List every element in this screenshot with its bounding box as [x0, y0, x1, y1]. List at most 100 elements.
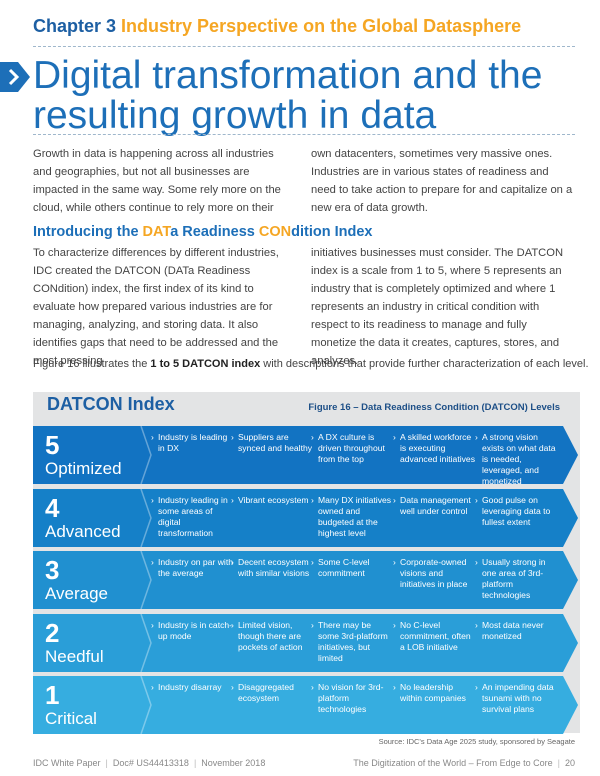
- level-descriptor-text: Industry is in catch-up mode: [158, 619, 233, 641]
- level-descriptor: › An impending data tsunami with no survi…: [475, 682, 558, 715]
- datcon-column-right: initiatives businesses must consider. Th…: [311, 247, 564, 367]
- level-descriptor: › Decent ecosystem with similar visions: [231, 557, 314, 579]
- figure-ref-pre: Figure 16 illustrates the: [33, 358, 151, 370]
- level-descriptor: › A DX culture is driven throughout from …: [311, 432, 394, 465]
- chevron-right-icon: ›: [151, 557, 154, 567]
- chevron-right-icon: ›: [475, 619, 478, 630]
- level-descriptor: › There may be some 3rd-platform initiati…: [311, 619, 394, 664]
- level-descriptor-text: Decent ecosystem with similar visions: [238, 557, 310, 578]
- datcon-index-title: DATCON Index: [47, 394, 175, 414]
- level-descriptor: › No leadership within companies: [393, 682, 476, 704]
- chapter-number: Chapter 3: [33, 16, 117, 36]
- chevron-right-icon: ›: [311, 494, 314, 505]
- footer-doc-type: IDC White Paper: [33, 758, 101, 768]
- chevron-right-icon: ›: [231, 432, 234, 442]
- level-descriptor-text: Suppliers are synced and healthy: [238, 432, 313, 453]
- level-name: Advanced: [45, 521, 121, 541]
- level-descriptor-text: Industry leading in some areas of digita…: [158, 494, 228, 538]
- level-number: 4: [45, 492, 60, 523]
- chevron-right-icon: ›: [231, 619, 234, 630]
- figure-ref-post: with descriptions that provide further c…: [260, 358, 589, 370]
- chevron-right-icon: ›: [231, 494, 234, 505]
- level-descriptor: › No vision for 3rd-platform technologies: [311, 682, 394, 715]
- level-descriptor-text: Industry disarray: [158, 682, 222, 692]
- level-descriptor-text: Usually strong in one area of 3rd-platfo…: [482, 557, 546, 600]
- figure-ref-bold: 1 to 5 DATCON index: [150, 358, 261, 370]
- section-heading-mid: a Readiness: [170, 224, 259, 240]
- page-heading-line1: Digital transformation and the: [33, 54, 543, 97]
- level-number: 3: [45, 555, 60, 585]
- level-descriptor: › Industry on par with the average: [151, 557, 234, 579]
- level-descriptor-text: Disaggregated ecosystem: [238, 682, 294, 703]
- chevron-right-icon: ›: [311, 432, 314, 442]
- datcon-level-3: 3 Average › Industry on par with the averag…: [33, 551, 580, 612]
- level-descriptor-text: Data management well under control: [400, 494, 471, 516]
- level-descriptor: › Data management well under control: [393, 494, 476, 517]
- chapter-title: Industry Perspective on the Global Datas…: [121, 16, 522, 36]
- level-descriptor: › Corporate-owned visions and initiatives…: [393, 557, 476, 590]
- level-descriptor: › Industry is in catch-up mode: [151, 619, 234, 642]
- datcon-index-header: DATCON Index Figure 16 – Data Readiness …: [33, 392, 580, 418]
- chevron-right-icon: ›: [393, 494, 396, 505]
- level-descriptor-text: Industry is leading in DX: [158, 432, 228, 453]
- section-heading-pre: Introducing the: [33, 224, 143, 240]
- level-descriptor-text: Good pulse on leveraging data to fullest…: [482, 494, 551, 527]
- chevron-right-icon: ›: [231, 682, 234, 692]
- chevron-right-icon: ›: [393, 682, 396, 692]
- level-descriptor-text: No leadership within companies: [400, 682, 466, 703]
- level-descriptor: › Industry disarray: [151, 682, 234, 693]
- datcon-level-1: 1 Critical › Industry disarray › Disaggregate…: [33, 676, 580, 737]
- chapter-heading: Chapter 3 Industry Perspective on the Gl…: [33, 16, 521, 37]
- level-descriptor: › Industry leading in some areas of digit…: [151, 494, 234, 539]
- level-number: 5: [45, 430, 60, 460]
- level-band-shape: [33, 676, 578, 734]
- chevron-right-icon: ›: [151, 494, 154, 505]
- datcon-level-4: 4 Advanced › Industry leading in some areas…: [33, 488, 580, 550]
- level-descriptor: › A strong vision exists on what data is …: [475, 432, 558, 487]
- level-descriptor-text: No vision for 3rd-platform technologies: [318, 682, 384, 714]
- level-descriptor-text: Many DX initiatives owned and budgeted a…: [318, 494, 392, 538]
- level-descriptor: › Disaggregated ecosystem: [231, 682, 314, 704]
- chevron-right-icon: ›: [151, 619, 154, 630]
- section-heading-hl2: CON: [258, 224, 292, 240]
- level-band-shape: [33, 426, 578, 484]
- figure-reference: Figure 16 illustrates the 1 to 5 DATCON …: [33, 358, 589, 370]
- level-band-shape: [33, 613, 578, 672]
- chevron-right-icon: ›: [393, 619, 396, 630]
- divider-top: [33, 46, 575, 47]
- figure-caption: Figure 16 – Data Readiness Condition (DA…: [308, 402, 560, 413]
- chevron-right-icon: ›: [475, 682, 478, 692]
- level-descriptor: › Good pulse on leveraging data to fulles…: [475, 494, 558, 528]
- chevron-right-icon: ›: [151, 682, 154, 692]
- datcon-columns: To characterize differences by different…: [33, 244, 573, 370]
- level-descriptor: › Limited vision, though there are pocket…: [231, 619, 314, 653]
- level-number: 1: [45, 680, 60, 710]
- level-descriptor-text: Corporate-owned visions and initiatives …: [400, 557, 468, 589]
- level-descriptor-text: Industry on par with the average: [158, 557, 233, 578]
- level-descriptor-text: No C-level commitment, often a LOB initi…: [400, 619, 471, 652]
- chevron-right-icon: ›: [393, 432, 396, 442]
- level-descriptor: › Some C-level commitment: [311, 557, 394, 579]
- level-descriptor-text: A DX culture is driven throughout from t…: [318, 432, 385, 464]
- chevron-right-icon: ›: [231, 557, 234, 567]
- level-descriptor: › Vibrant ecosystem: [231, 495, 314, 506]
- level-descriptor: › A skilled workforce is executing advanc…: [393, 432, 476, 465]
- page-number: 20: [564, 758, 575, 768]
- datcon-column-left: To characterize differences by different…: [33, 247, 279, 367]
- page-heading: Digital transformation and the resulting…: [33, 56, 573, 136]
- datcon-level-2: 2 Needful › Industry is in catch-up mode › Li…: [33, 613, 580, 675]
- level-descriptor-text: There may be some 3rd-platform initiativ…: [318, 619, 388, 663]
- level-descriptor-text: A strong vision exists on what data is n…: [482, 432, 556, 486]
- level-descriptor-text: Limited vision, though there are pockets…: [238, 619, 303, 652]
- footer-left: IDC White Paper | Doc# US44413318 | November…: [33, 758, 266, 768]
- divider-heading: [33, 134, 575, 135]
- footer-doc-number: Doc# US44413318: [112, 758, 189, 768]
- intro-column-right: own datacenters, sometimes very massive …: [311, 148, 573, 214]
- datcon-levels: 5 Optimized › Industry is leading in DX › Sup…: [33, 418, 580, 734]
- chevron-right-icon: ›: [311, 682, 314, 692]
- level-name: Optimized: [45, 459, 122, 478]
- chevron-right-icon: ›: [311, 619, 314, 630]
- section-heading-post: dition Index: [291, 224, 373, 240]
- chevron-right-icon: [0, 62, 30, 92]
- intro-column-left: Growth in data is happening across all i…: [33, 148, 281, 214]
